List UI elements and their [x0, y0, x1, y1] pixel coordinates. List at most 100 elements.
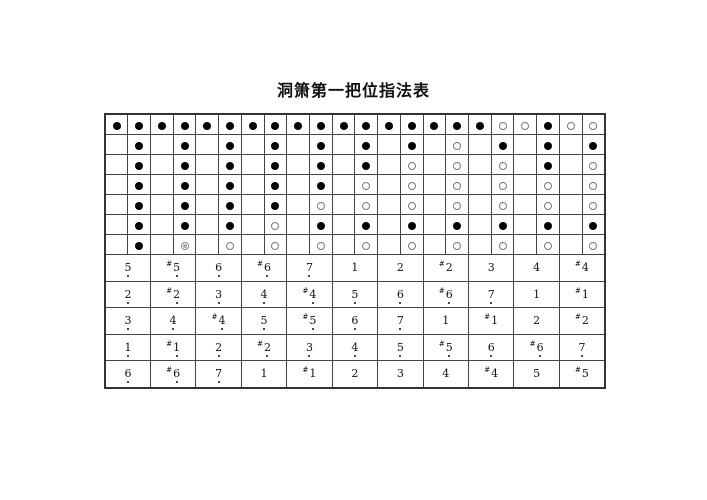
- fingering-cell: [558, 174, 583, 195]
- fingering-cell: [195, 174, 220, 195]
- open-hole-icon: [498, 181, 507, 190]
- fingering-cell: [354, 134, 379, 155]
- fingering-cell: [354, 174, 379, 195]
- note-cell: 7: [558, 333, 606, 361]
- note-cell: 4: [513, 254, 560, 282]
- fingering-cell: [536, 154, 560, 175]
- note-cell: 6: [104, 360, 151, 388]
- fingering-cell: [581, 113, 606, 135]
- note-number: 1: [260, 367, 268, 381]
- note-number: 6: [173, 367, 180, 384]
- note-cell: 2: [195, 333, 242, 361]
- fingering-cell: [581, 154, 606, 175]
- closed-hole-icon: [544, 121, 553, 130]
- note-cell: 7: [195, 360, 242, 388]
- fingering-cell: [218, 154, 242, 175]
- closed-hole-icon: [362, 161, 371, 170]
- fingering-cell: [558, 134, 583, 155]
- low-octave-dot-icon: [308, 354, 311, 357]
- closed-hole-icon: [316, 141, 325, 150]
- fingering-cell: [422, 214, 447, 235]
- open-hole-icon: [498, 121, 507, 130]
- fingering-cell: [263, 134, 288, 155]
- fingering-cell: [195, 194, 220, 215]
- fingering-cell: [468, 154, 492, 175]
- open-hole-icon: [589, 241, 598, 250]
- low-octave-dot-icon: [399, 301, 402, 304]
- note-number: 5: [173, 261, 180, 278]
- fingering-cell: [149, 154, 174, 175]
- note-cell: #5: [286, 307, 333, 335]
- fingering-cell: [331, 174, 356, 195]
- fingering-cell: [263, 194, 288, 215]
- note-number: 5: [446, 341, 453, 357]
- open-hole-icon: [453, 181, 462, 190]
- low-octave-dot-icon: [126, 275, 129, 278]
- fingering-cell: [308, 134, 333, 155]
- low-octave-dot-icon: [266, 354, 269, 357]
- fingering-row: [104, 134, 606, 155]
- fingering-cell: [286, 194, 310, 215]
- low-octave-dot-icon: [217, 275, 220, 278]
- note-cell: #6: [422, 280, 470, 308]
- fingering-cell: [172, 113, 197, 135]
- fingering-cell: [581, 174, 606, 195]
- fingering-cell: [354, 194, 379, 215]
- note-cell: 5: [513, 360, 560, 388]
- low-octave-dot-icon: [217, 354, 220, 357]
- note-number: 5: [397, 341, 404, 357]
- note-number: 2: [215, 341, 222, 357]
- fingering-cell: [218, 194, 242, 215]
- closed-hole-icon: [225, 221, 234, 230]
- fingering-cell: [558, 113, 583, 135]
- fingering-cell: [377, 194, 401, 215]
- closed-hole-icon: [112, 121, 121, 130]
- closed-hole-icon: [407, 141, 416, 150]
- fingering-cell: [422, 154, 447, 175]
- note-number: 2: [351, 367, 359, 381]
- sharp-sign: #: [302, 313, 309, 322]
- note-cell: 4: [422, 360, 470, 388]
- fingering-cell: [468, 134, 492, 155]
- fingering-row: [104, 174, 606, 195]
- closed-hole-icon: [362, 141, 371, 150]
- fingering-cell: [399, 214, 424, 235]
- fingering-cell: [536, 214, 560, 235]
- fingering-cell: [172, 174, 197, 195]
- closed-hole-icon: [407, 221, 416, 230]
- sharp-sign: #: [575, 366, 581, 375]
- low-octave-dot-icon: [448, 301, 451, 304]
- note-number: 1: [351, 261, 359, 275]
- fingering-cell: [445, 194, 469, 215]
- note-number: 7: [578, 341, 585, 357]
- fingering-cell: [536, 134, 560, 155]
- closed-hole-icon: [135, 201, 144, 210]
- fingering-cell: [172, 194, 197, 215]
- fingering-cell: [331, 234, 356, 255]
- fingering-cell: [172, 154, 197, 175]
- note-number: 6: [351, 314, 358, 331]
- note-number: 5: [351, 288, 358, 304]
- note-cell: 6: [377, 280, 424, 308]
- note-cell: 7: [377, 307, 424, 335]
- open-hole-icon: [362, 181, 371, 190]
- fingering-cell: [240, 214, 265, 235]
- fingering-cell: [445, 113, 469, 135]
- fingering-cell: [240, 154, 265, 175]
- sharp-sign: #: [257, 260, 263, 269]
- fingering-cell: [127, 134, 151, 155]
- low-octave-dot-icon: [353, 328, 356, 331]
- open-hole-icon: [453, 241, 462, 250]
- fingering-cell: [558, 154, 583, 175]
- fingering-cell: [490, 134, 515, 155]
- closed-hole-icon: [225, 181, 234, 190]
- note-cell: #1: [286, 360, 333, 388]
- closed-hole-icon: [135, 241, 144, 250]
- fingering-cell: [558, 234, 583, 255]
- open-hole-icon: [316, 201, 325, 210]
- note-number: 4: [309, 288, 316, 304]
- fingering-cell: [240, 174, 265, 195]
- low-octave-dot-icon: [126, 354, 129, 357]
- open-hole-icon: [566, 121, 575, 130]
- note-cell: 6: [331, 307, 379, 335]
